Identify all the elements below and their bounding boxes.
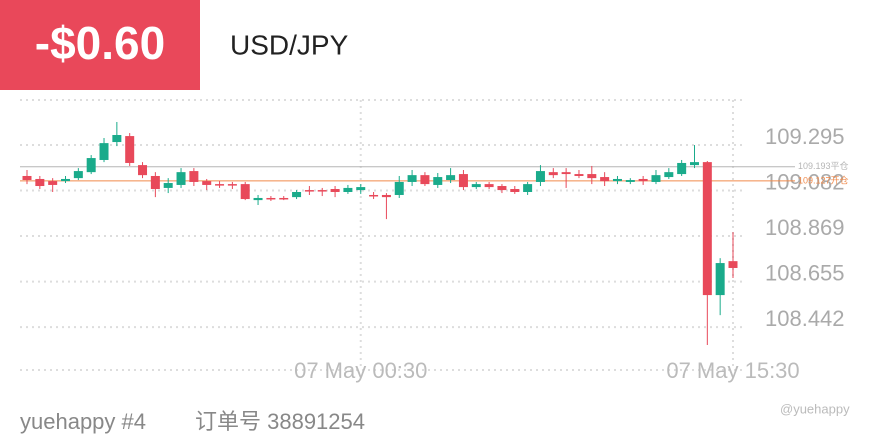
watermark: @yuehappy xyxy=(780,401,850,416)
candle-body xyxy=(600,177,610,182)
candle-body xyxy=(651,175,661,182)
candle-body xyxy=(458,174,468,188)
candle-body xyxy=(304,190,314,192)
candle-body xyxy=(317,190,327,192)
candle-body xyxy=(61,178,71,182)
candle-body xyxy=(394,181,404,195)
candle-body xyxy=(484,184,494,188)
candle-body xyxy=(86,158,96,173)
candle-body xyxy=(266,197,276,200)
candle-body xyxy=(48,181,58,185)
candle-body xyxy=(369,194,379,197)
candle-body xyxy=(343,187,353,192)
candle-body xyxy=(356,187,366,191)
pnl: -$0.60 xyxy=(35,17,165,69)
candle-body xyxy=(612,178,622,182)
candle-body xyxy=(176,172,186,185)
candle-body xyxy=(420,175,430,185)
candle-body xyxy=(715,263,725,296)
candle-body xyxy=(728,261,738,268)
candle-body xyxy=(433,177,443,185)
candle-body xyxy=(548,172,558,176)
candle-body xyxy=(625,180,635,182)
candle-body xyxy=(407,175,417,182)
y-tick-label: 109.295 xyxy=(765,124,845,149)
candle-body xyxy=(189,171,199,182)
candle-body xyxy=(510,189,520,192)
candle-body xyxy=(702,162,712,296)
candle-body xyxy=(523,184,533,192)
plot: 109.295 109.082 108.869 108.655 108.442 07 Ma… xyxy=(20,99,849,383)
order-number: 订单号 38891254 xyxy=(195,409,365,434)
reference-label: 109.193平仓 xyxy=(798,160,849,171)
user: yuehappy #4 xyxy=(20,409,146,434)
candle-body xyxy=(125,136,135,163)
candle-body xyxy=(664,172,674,178)
symbol: USD/JPY xyxy=(230,29,349,60)
y-tick-label: 109.082 xyxy=(765,169,845,194)
candle-body xyxy=(112,135,122,143)
candle-body xyxy=(689,162,699,166)
candle-body xyxy=(240,184,250,200)
candle-body xyxy=(227,184,237,186)
y-tick-label: 108.442 xyxy=(765,306,845,331)
candle-body xyxy=(446,175,456,181)
y-tick-label: 108.869 xyxy=(765,215,845,240)
candle-body xyxy=(163,183,173,188)
candle-body xyxy=(638,178,648,182)
candle-body xyxy=(22,175,32,181)
x-tick-label: 07 May 15:30 xyxy=(666,358,799,383)
candle-body xyxy=(381,194,391,198)
candle-body xyxy=(535,171,545,182)
candle-body xyxy=(330,189,340,192)
x-tick-label: 07 May 00:30 xyxy=(294,358,427,383)
candle-body xyxy=(73,171,83,179)
candle-body xyxy=(471,184,481,188)
candle-body xyxy=(561,172,571,175)
candle-body xyxy=(35,178,45,187)
candle-body xyxy=(574,174,584,176)
candle-body xyxy=(215,184,225,186)
candle-body xyxy=(279,197,289,200)
reference-label: 109.127开仓 xyxy=(798,174,849,185)
candle-body xyxy=(253,197,263,201)
pnl-box xyxy=(0,0,200,90)
candle-body xyxy=(587,174,597,179)
candle-body xyxy=(292,191,302,198)
candle-body xyxy=(99,143,109,160)
y-tick-label: 108.655 xyxy=(765,260,845,285)
candle-body xyxy=(150,175,160,190)
candle-body xyxy=(497,186,507,191)
candle-body xyxy=(138,165,148,176)
candle-body xyxy=(202,181,212,185)
candle-body xyxy=(677,162,687,175)
